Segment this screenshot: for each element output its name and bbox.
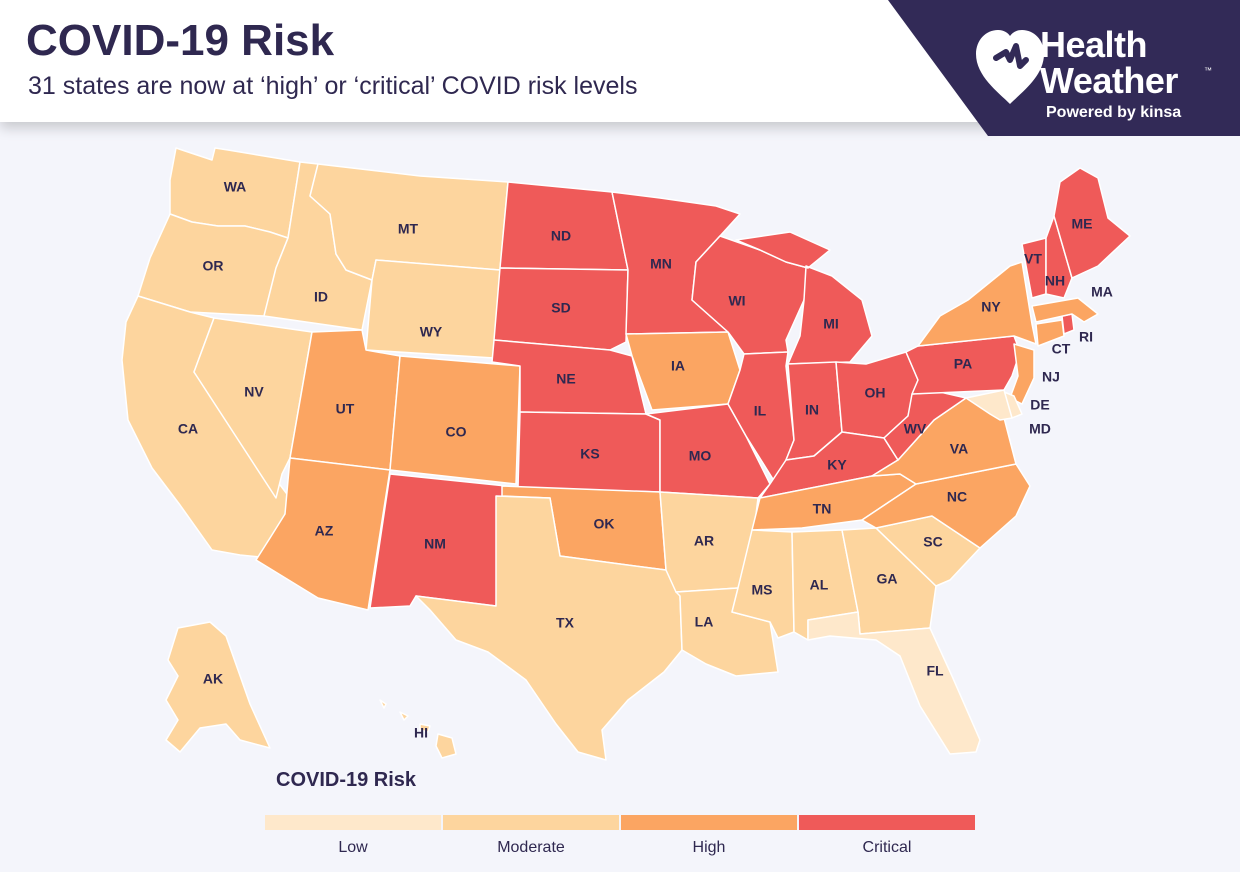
legend-label-moderate: Moderate <box>497 839 565 856</box>
state-label: MI <box>823 316 839 332</box>
state-label: WY <box>420 324 443 340</box>
state-label: OR <box>203 258 224 274</box>
legend-title: COVID-19 Risk <box>276 769 417 791</box>
state-label: GA <box>877 571 898 587</box>
state-label: WA <box>224 179 247 195</box>
state-label: NH <box>1045 273 1065 289</box>
state-label: PA <box>954 356 972 372</box>
state-label: NY <box>981 299 1001 315</box>
state-label: TN <box>813 501 832 517</box>
heart-pin-icon <box>976 30 1044 104</box>
legend-swatch-low <box>265 815 441 830</box>
state-fl <box>807 611 981 755</box>
state-label: WI <box>728 293 745 309</box>
state-label: ID <box>314 289 328 305</box>
state-label: MD <box>1029 421 1051 437</box>
state-wy <box>365 259 501 359</box>
state-label: HI <box>414 725 428 741</box>
state-label: MT <box>398 221 419 237</box>
state-label: AK <box>203 671 223 687</box>
brand-name-line1: Health <box>1040 24 1148 65</box>
legend-swatch-moderate <box>443 815 619 830</box>
legend-label-low: Low <box>338 839 368 856</box>
state-ri <box>1061 313 1075 335</box>
state-label: NC <box>947 489 967 505</box>
brand-logo: Health Weather ™ Powered by kinsa <box>888 0 1240 136</box>
state-labels: WA OR CA ID NV MT WY UT AZ CO NM ND SD N… <box>178 179 1113 741</box>
state-label: NV <box>244 384 264 400</box>
state-label: AR <box>694 533 714 549</box>
header-bar: COVID-19 Risk 31 states are now at ‘high… <box>0 0 1000 122</box>
state-label: UT <box>336 401 355 417</box>
state-label: CO <box>446 424 467 440</box>
state-label: ME <box>1072 216 1093 232</box>
state-md <box>965 389 1013 421</box>
state-label: SD <box>551 300 570 316</box>
state-nj <box>1009 343 1035 405</box>
state-label: VT <box>1024 251 1042 267</box>
state-label: ND <box>551 228 571 244</box>
state-ct <box>1035 319 1065 347</box>
state-wv <box>883 391 967 461</box>
brand-name-line2: Weather <box>1040 60 1178 101</box>
state-co <box>389 355 521 485</box>
state-label: NJ <box>1042 369 1060 385</box>
state-label: FL <box>926 663 944 679</box>
state-label: AL <box>810 577 829 593</box>
state-label: DE <box>1030 397 1049 413</box>
state-label: KY <box>827 457 847 473</box>
state-sd <box>493 267 629 351</box>
state-label: NE <box>556 371 575 387</box>
page-subtitle: 31 states are now at ‘high’ or ‘critical… <box>28 72 638 100</box>
page-title: COVID-19 Risk <box>26 16 335 65</box>
state-label: IL <box>754 403 767 419</box>
state-label: NM <box>424 536 446 552</box>
powered-by-text: Powered by kinsa <box>1046 104 1182 121</box>
legend-label-high: High <box>692 839 726 856</box>
state-label: CT <box>1052 341 1071 357</box>
legend-label-critical: Critical <box>862 839 912 856</box>
brand-banner <box>888 0 1240 136</box>
state-label: MS <box>752 582 773 598</box>
state-label: CA <box>178 421 198 437</box>
state-label: LA <box>695 614 714 630</box>
state-label: MN <box>650 256 672 272</box>
state-nd <box>499 181 629 271</box>
legend-swatch-high <box>621 815 797 830</box>
state-nh <box>1045 215 1073 299</box>
state-label: WV <box>904 421 927 437</box>
state-label: RI <box>1079 329 1093 345</box>
state-label: SC <box>923 534 942 550</box>
state-ak <box>165 621 271 753</box>
state-tx <box>415 495 683 761</box>
state-ny <box>917 261 1037 347</box>
state-label: OK <box>594 516 615 532</box>
state-label: IA <box>671 358 685 374</box>
state-mi <box>735 231 873 365</box>
state-label: AZ <box>315 523 334 539</box>
legend-swatch-critical <box>799 815 975 830</box>
state-label: MA <box>1091 284 1113 300</box>
state-label: IN <box>805 402 819 418</box>
state-label: OH <box>865 385 886 401</box>
state-label: TX <box>556 615 575 631</box>
state-az <box>255 457 391 611</box>
state-me <box>1053 167 1131 279</box>
state-label: MO <box>689 448 712 464</box>
state-hi <box>379 699 457 759</box>
state-ma <box>1031 297 1099 323</box>
state-label: VA <box>950 441 968 457</box>
trademark-mark: ™ <box>1204 66 1212 75</box>
state-label: KS <box>580 446 599 462</box>
